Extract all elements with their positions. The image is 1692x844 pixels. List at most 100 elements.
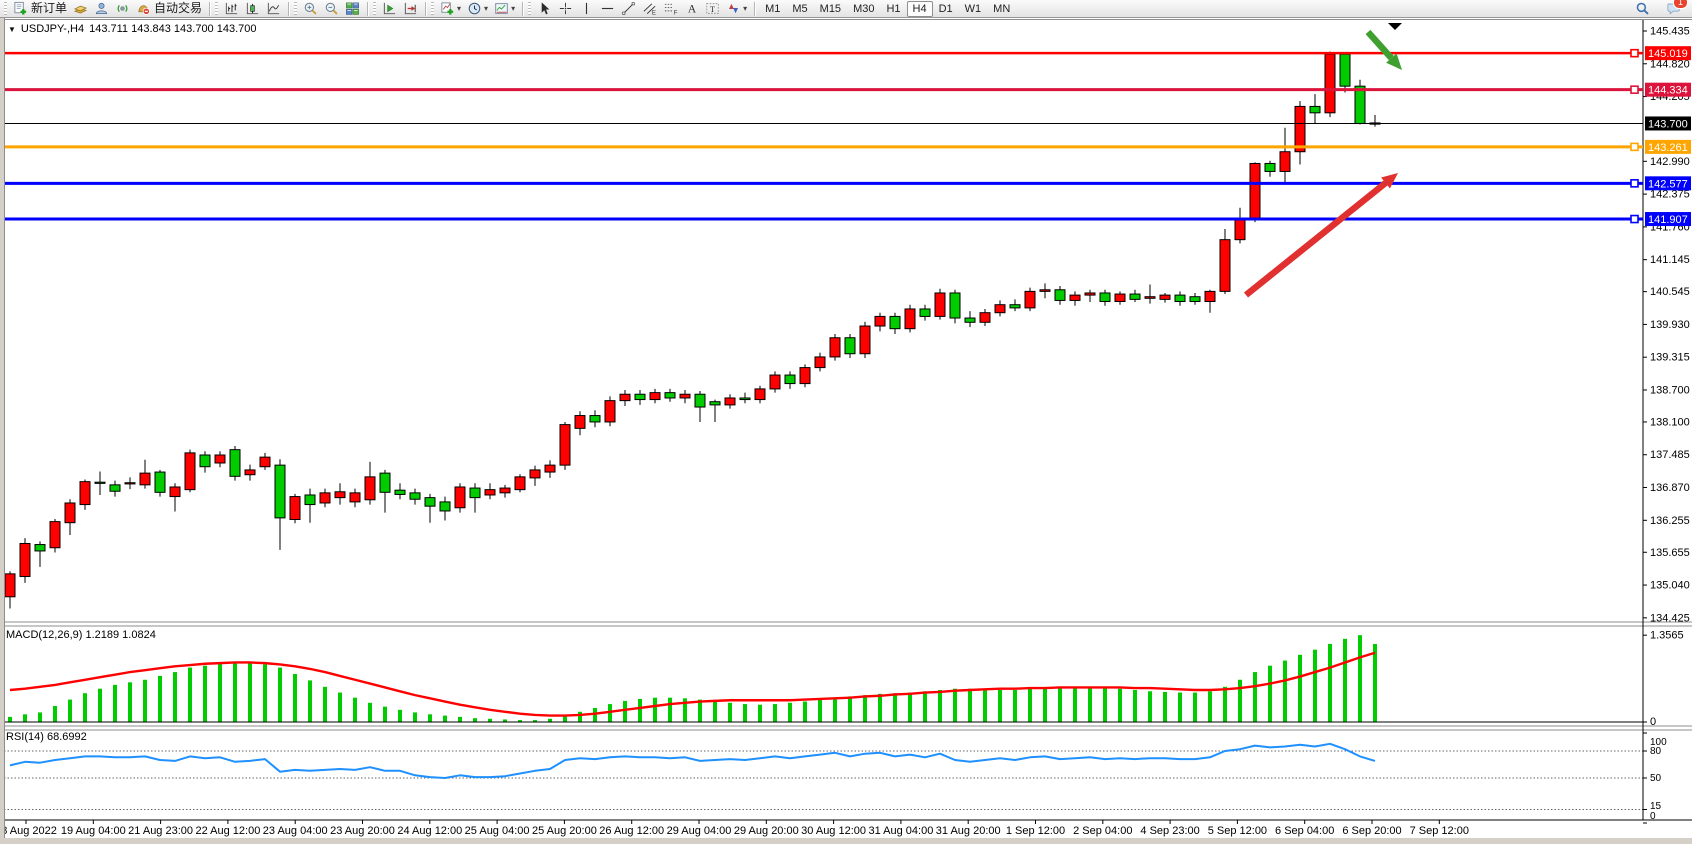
dropdown-arrow-icon[interactable]: ▾ [457, 4, 462, 13]
level-line-handle[interactable] [1630, 142, 1639, 152]
arrows-button[interactable]: ▾ [723, 0, 750, 17]
indicators-button[interactable]: ▾ [437, 0, 464, 17]
timeframe-mn-button[interactable]: MN [993, 2, 1011, 15]
line-chart-button[interactable] [263, 0, 284, 17]
autotrading-button[interactable]: 自动交易 [133, 0, 205, 17]
candle-bull [214, 454, 226, 464]
annotations-layer[interactable] [1243, 23, 1402, 298]
macd-histogram-bar [278, 667, 282, 722]
candle-bear [634, 393, 646, 401]
auto-scroll-button[interactable] [379, 0, 400, 17]
timeframe-m30-button[interactable]: M30 [853, 2, 875, 15]
dropdown-arrow-icon[interactable]: ▾ [484, 4, 489, 13]
chart-shift-button[interactable] [400, 0, 421, 17]
level-line-handle[interactable] [1630, 85, 1639, 94]
macd-histogram-bar [953, 688, 957, 722]
level-price-tag [1645, 139, 1691, 154]
date-tick-label: 31 Aug 20:00 [936, 825, 1001, 837]
macd-histogram-bar [1043, 687, 1047, 722]
dropdown-arrow-icon[interactable]: ▾ [511, 4, 516, 13]
candle-bear [1354, 85, 1366, 124]
signals-button[interactable] [112, 0, 133, 17]
trendline-button[interactable] [618, 0, 639, 17]
timeframe-d1-button[interactable]: D1 [938, 2, 953, 15]
dropdown-arrow-icon[interactable]: ▾ [743, 4, 748, 13]
candle-bear [439, 501, 451, 512]
zoom-out-button[interactable] [321, 0, 342, 17]
candle-bear [784, 374, 796, 385]
price-tick-label: 137.485 [1650, 449, 1690, 461]
candle-bull [994, 304, 1006, 314]
macd-histogram-bar [1088, 687, 1092, 722]
text-label-button[interactable]: T [702, 0, 723, 17]
price-tick-label: 135.655 [1650, 547, 1690, 559]
timeframe-h1-button[interactable]: H1 [886, 2, 901, 15]
timeframe-m15-button[interactable]: M15 [819, 2, 842, 15]
chartshift-icon [403, 1, 418, 16]
red-up-arrow-head[interactable] [1381, 173, 1398, 189]
date-tick-label: 25 Aug 04:00 [465, 825, 530, 837]
macd-histogram-bar [203, 665, 207, 722]
green-down-arrow[interactable] [1365, 29, 1394, 61]
candle-bull [799, 367, 811, 385]
macd-histogram-bar [1208, 691, 1212, 722]
date-tick-label: 19 Aug 04:00 [61, 825, 126, 837]
macd-histogram-bar [1073, 686, 1077, 722]
level-line-handle[interactable] [1630, 48, 1639, 58]
notifications-button[interactable]: 1 [1663, 0, 1688, 17]
periods-button[interactable]: ▾ [464, 0, 491, 17]
horizontal-line-button[interactable] [597, 0, 618, 17]
candle-bull [169, 486, 181, 498]
red-up-arrow[interactable] [1243, 180, 1388, 298]
candle-bear [394, 489, 406, 495]
level-line-handle[interactable] [1630, 214, 1639, 224]
macd-histogram-bar [353, 697, 357, 722]
hline-icon [600, 1, 615, 16]
macd-histogram-bar [1298, 654, 1302, 722]
text-button[interactable]: A [681, 0, 702, 17]
zoom-in-icon [303, 1, 318, 16]
toolbar-separator [425, 1, 427, 16]
bar-chart-button[interactable] [221, 0, 242, 17]
timeframe-h4-button[interactable]: H4 [906, 0, 933, 17]
zoom-in-button[interactable] [300, 0, 321, 17]
new-order-button[interactable]: 新订单 [10, 0, 70, 17]
macd-histogram-bar [923, 691, 927, 722]
candle-bull [1159, 294, 1171, 300]
macd-histogram-bar [233, 662, 237, 722]
search-button[interactable] [1632, 0, 1653, 17]
candle-bear [154, 471, 166, 493]
macd-histogram-bar [113, 684, 117, 722]
candle-bear [949, 292, 961, 319]
level-line-handle[interactable] [1630, 179, 1639, 188]
cursor-button[interactable] [534, 0, 555, 17]
metaeditor-button[interactable] [70, 0, 91, 17]
macd-histogram-bar [1328, 643, 1332, 722]
community-button[interactable] [91, 0, 112, 17]
green-down-arrow-head[interactable] [1386, 53, 1402, 70]
timeframe-w1-button[interactable]: W1 [964, 2, 982, 15]
candle-bear [1174, 294, 1186, 302]
templates-button[interactable]: ▾ [491, 0, 518, 17]
level-price-tag-text: 145.019 [1648, 48, 1688, 60]
macd-histogram-bar [1058, 686, 1062, 722]
candle-bear [694, 393, 706, 408]
date-tick-label: 1 Sep 12:00 [1006, 825, 1065, 837]
level-price-tag [1645, 212, 1691, 227]
crosshair-button[interactable] [555, 0, 576, 17]
tile-windows-button[interactable] [342, 0, 363, 17]
candle-bull [1039, 289, 1051, 292]
candlestick-chart-button[interactable] [242, 0, 263, 17]
timeframe-m1-button[interactable]: M1 [765, 2, 781, 15]
candle-bull [289, 496, 301, 520]
timeframe-m5-button[interactable]: M5 [792, 2, 808, 15]
equidistant-channel-button[interactable]: E [639, 0, 660, 17]
macd-histogram-bar [1373, 643, 1377, 722]
macd-histogram-bar [1133, 690, 1137, 722]
vertical-line-button[interactable] [576, 0, 597, 17]
candle-bear [589, 415, 601, 423]
price-tick-label: 139.315 [1650, 352, 1690, 364]
horizontal-level-lines[interactable] [4, 48, 1643, 224]
fibonacci-button[interactable]: F [660, 0, 681, 17]
